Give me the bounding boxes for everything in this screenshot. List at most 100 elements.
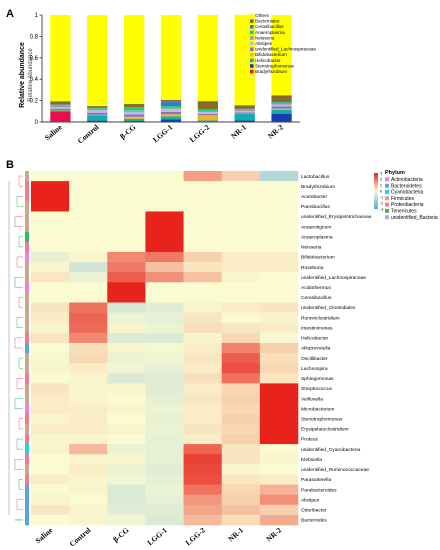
phylum-strip — [25, 383, 29, 394]
heatmap-cell — [145, 342, 184, 354]
heatmap-cell — [31, 464, 70, 475]
legend-label: Bacteroides — [255, 19, 280, 24]
heatmap-cell — [259, 262, 299, 273]
bar-segment — [124, 121, 145, 122]
column-label: Saline — [34, 525, 55, 545]
heatmap-cell — [221, 272, 261, 283]
phylum-strip — [25, 211, 29, 222]
dendrogram-branch — [16, 256, 23, 268]
heatmap-cell — [145, 171, 184, 182]
heatmap-cell — [31, 211, 70, 222]
bar-segment — [234, 105, 255, 109]
heatmap-cell — [69, 181, 108, 192]
heatmap-cell — [107, 201, 146, 212]
bar-segment — [271, 102, 292, 104]
y-tick-label: 0.8 — [30, 34, 39, 40]
heatmap-cell — [145, 272, 184, 283]
heatmap-cell — [107, 373, 146, 384]
y-axis-subtitle: Relative Abundance — [28, 48, 34, 102]
heatmap-cell — [221, 191, 261, 202]
phylum-swatch — [385, 196, 389, 201]
heatmap-cell — [221, 504, 261, 516]
dendrogram-branch — [14, 337, 23, 349]
phylum-strip — [25, 251, 29, 263]
heatmap-cell — [183, 484, 223, 495]
heatmap-cell — [221, 312, 261, 324]
phylum-label: Firmicutes — [391, 196, 415, 202]
phylum-swatch — [385, 177, 389, 182]
column-label: Control — [68, 526, 93, 549]
heatmap-cell — [259, 231, 299, 243]
heatmap-cell — [69, 292, 108, 303]
heatmap-cell — [69, 363, 108, 374]
legend-swatch — [250, 36, 254, 40]
phylum-strip — [25, 241, 29, 253]
heatmap-cell — [107, 211, 146, 222]
heatmap-cell — [31, 383, 70, 394]
heatmap-cell — [221, 221, 261, 232]
heatmap-cell — [69, 272, 108, 283]
bar-segment — [50, 107, 71, 109]
phylum-label: Tenericutes — [391, 209, 417, 215]
bar-segment — [50, 110, 71, 112]
heatmap-cell — [31, 373, 70, 384]
heatmap-cell — [259, 403, 299, 415]
heatmap-cell — [259, 272, 299, 283]
y-tick-label: 0.2 — [30, 99, 39, 105]
heatmap-cell — [183, 504, 223, 516]
heatmap-cell — [259, 423, 299, 435]
color-scale-tick: -3 — [380, 208, 383, 212]
heatmap-cell — [107, 221, 146, 232]
heatmap-cell — [31, 312, 70, 324]
heatmap-cell — [183, 363, 223, 374]
bar-segment — [234, 109, 255, 110]
phylum-strip — [25, 393, 29, 404]
heatmap-cell — [183, 474, 223, 485]
dendrogram-branch — [14, 216, 23, 227]
row-label: Streptococcus — [301, 386, 333, 392]
heatmap-cell — [259, 322, 299, 334]
heatmap-cell — [259, 383, 299, 394]
row-label: Lachnospira — [301, 366, 328, 372]
heatmap-cell — [31, 201, 70, 212]
bar-segment — [87, 108, 108, 111]
heatmap-cell — [69, 504, 108, 516]
bar-segment — [50, 15, 71, 102]
bar-segment — [50, 101, 71, 105]
y-tick-label: 0 — [35, 120, 39, 126]
heatmap-cell — [145, 353, 184, 364]
heatmap-cell — [259, 494, 299, 506]
phylum-strip — [25, 292, 29, 303]
heatmap-cell — [183, 292, 223, 303]
heatmap-cell — [183, 272, 223, 283]
row-label: Roseburia — [301, 265, 324, 271]
heatmap-cell — [69, 353, 108, 364]
heatmap-cell — [31, 302, 70, 313]
heatmap-cell — [183, 322, 223, 334]
heatmap-cell — [221, 322, 261, 334]
heatmap-cell — [69, 241, 108, 253]
heatmap-cell — [107, 504, 146, 516]
bar-segment — [124, 110, 145, 112]
x-tick-label: Control — [76, 123, 101, 146]
heatmap-cell — [183, 282, 223, 293]
heatmap-cell — [221, 262, 261, 273]
heatmap-cell — [259, 514, 299, 526]
phylum-strip — [25, 514, 29, 526]
heatmap-cell — [145, 191, 184, 202]
dendrogram-branch — [16, 196, 23, 207]
heatmap-cell — [259, 241, 299, 253]
heatmap-cell — [31, 403, 70, 415]
panel-b-label: B — [6, 159, 14, 171]
heatmap-cell — [69, 211, 108, 222]
heatmap-cell — [183, 423, 223, 435]
heatmap-cell — [69, 514, 108, 526]
column-label: NR-1 — [226, 525, 245, 543]
heatmap-cell — [107, 353, 146, 364]
heatmap-cell — [31, 474, 70, 485]
bar-segment — [87, 107, 108, 109]
heatmap-cell — [69, 474, 108, 485]
bar-segment — [160, 116, 182, 120]
heatmap-cell — [31, 171, 70, 182]
color-scale-tick: 3 — [380, 172, 382, 176]
